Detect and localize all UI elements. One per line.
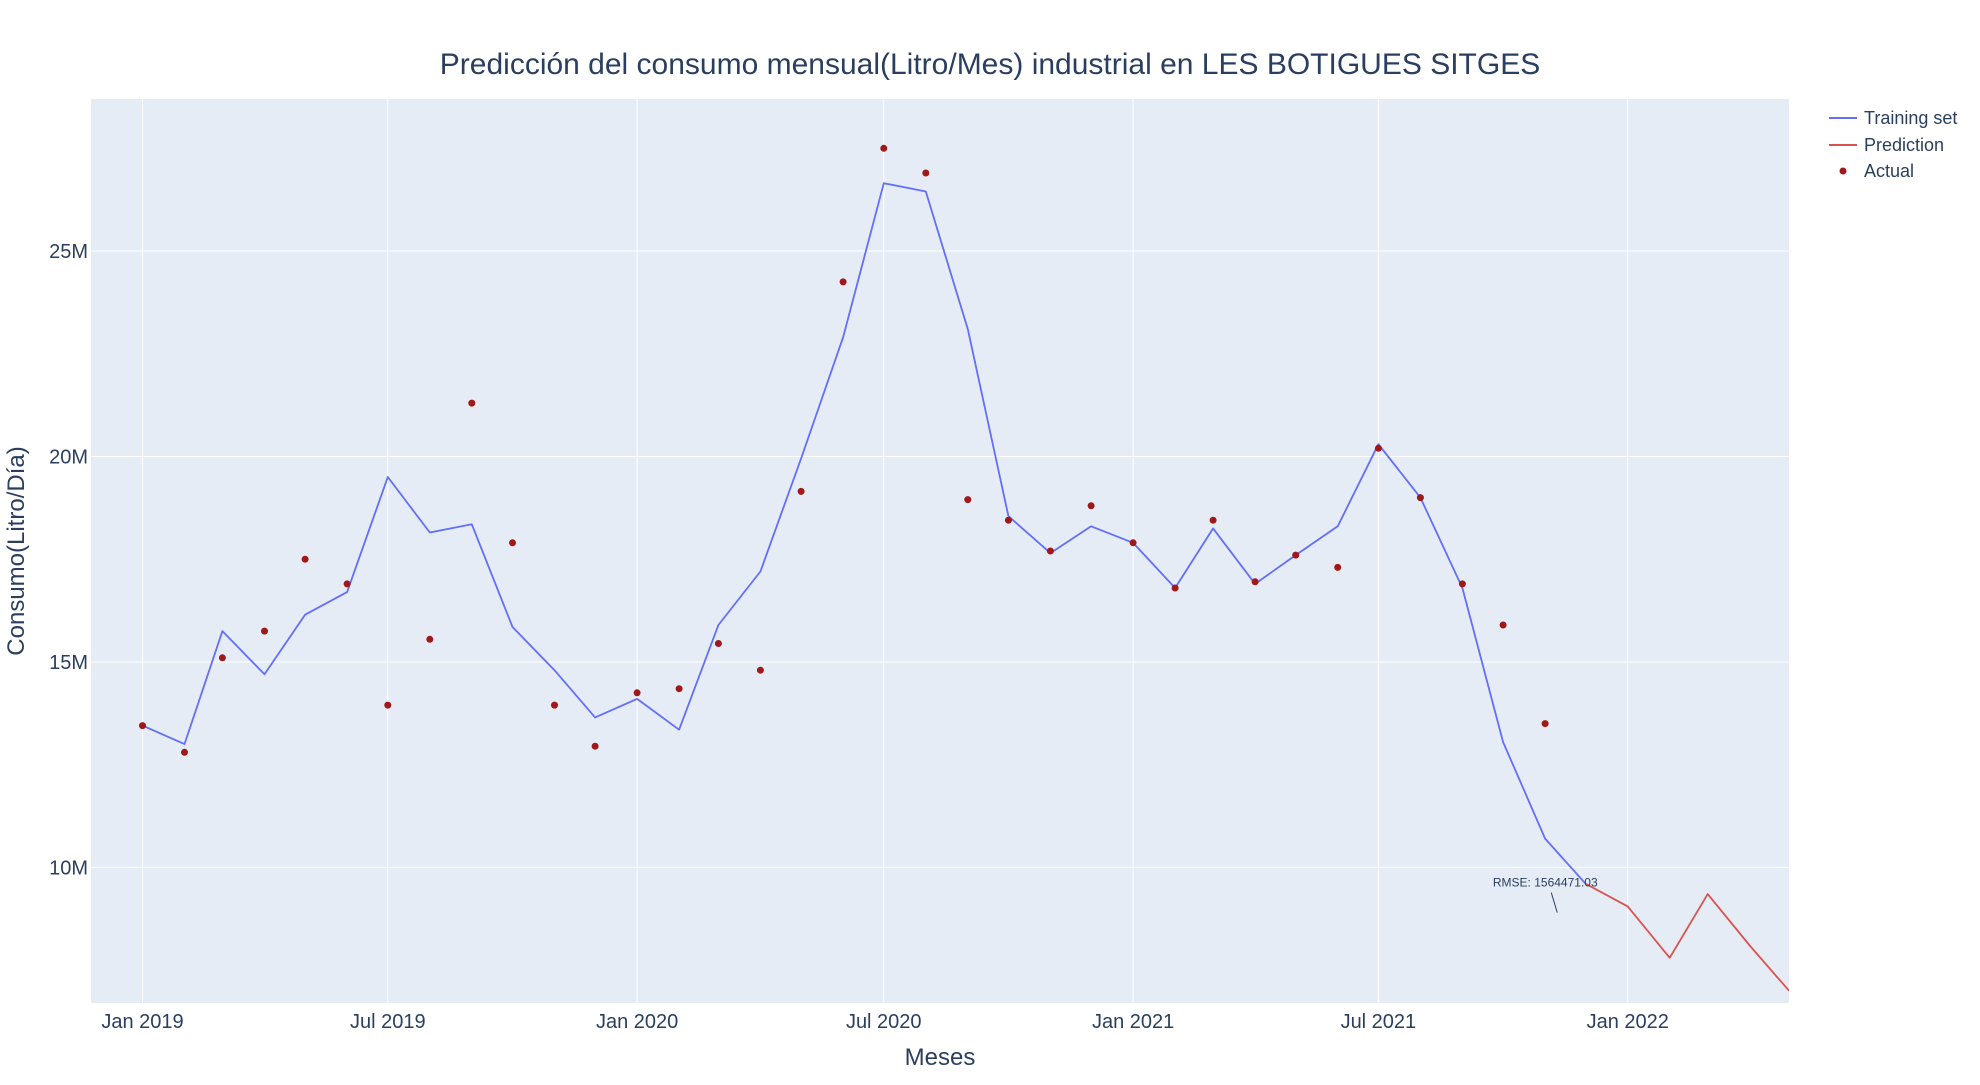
legend-item-prediction[interactable]: Prediction	[1829, 135, 1944, 155]
data-point-actual	[343, 580, 351, 588]
chart-title: Predicción del consumo mensual(Litro/Mes…	[440, 48, 1540, 81]
x-tick-label: Jan 2019	[101, 1011, 183, 1033]
data-point-actual	[675, 685, 683, 693]
data-point-actual	[1004, 516, 1012, 524]
series-line-training-set	[142, 182, 1587, 885]
data-point-actual	[139, 722, 146, 730]
series-layer	[139, 144, 1789, 992]
data-point-actual	[1046, 547, 1054, 555]
legend[interactable]: Training set Prediction Actual	[1829, 108, 1957, 181]
data-point-actual	[1416, 494, 1424, 502]
annotation-layer: RMSE: 1564471.03	[1493, 876, 1598, 913]
data-point-actual	[1251, 578, 1259, 586]
data-point-actual	[468, 399, 476, 407]
data-point-actual	[1209, 516, 1217, 524]
data-point-actual	[509, 539, 516, 547]
x-tick-label: Jul 2020	[846, 1011, 922, 1033]
legend-item-training-set[interactable]: Training set	[1829, 108, 1957, 128]
y-axis-title: Consumo(Litro/Día)	[3, 446, 30, 655]
data-point-actual	[714, 640, 722, 647]
series-line-prediction	[1585, 883, 1789, 992]
x-tick-label: Jan 2021	[1092, 1011, 1174, 1033]
data-point-actual	[797, 487, 805, 495]
plot-background	[91, 99, 1789, 1003]
data-point-actual	[1129, 539, 1137, 547]
data-point-actual	[1292, 551, 1300, 559]
legend-swatch-actual	[1839, 167, 1847, 175]
axis-layer: Jan 2019 Jul 2019 Jan 2020 Jul 2020 Jan 2021…	[49, 241, 1669, 1033]
x-tick-label: Jan 2020	[596, 1011, 678, 1033]
data-point-actual	[633, 689, 641, 697]
legend-label-actual: Actual	[1864, 161, 1914, 181]
data-point-actual	[922, 169, 930, 177]
y-tick-label: 15M	[49, 652, 88, 674]
legend-label-prediction: Prediction	[1864, 135, 1944, 155]
legend-item-actual[interactable]: Actual	[1839, 161, 1915, 181]
data-point-actual	[261, 627, 268, 635]
data-point-actual	[1171, 584, 1179, 592]
grid-layer	[91, 99, 1789, 1003]
data-point-actual	[426, 635, 434, 643]
data-point-actual	[551, 701, 558, 709]
data-point-actual	[1374, 444, 1382, 452]
data-point-actual	[1087, 502, 1095, 510]
y-tick-label: 10M	[49, 857, 88, 879]
data-point-actual	[1541, 720, 1549, 728]
x-axis-title: Meses	[905, 1044, 976, 1071]
y-tick-label: 20M	[49, 446, 88, 468]
data-point-actual	[301, 555, 309, 563]
y-tick-label: 25M	[49, 241, 88, 263]
x-tick-label: Jan 2022	[1587, 1011, 1669, 1033]
x-tick-label: Jul 2019	[350, 1011, 426, 1033]
data-point-actual	[1334, 563, 1342, 571]
data-point-actual	[964, 496, 972, 504]
data-point-actual	[1458, 580, 1466, 588]
annotation-arrow	[1550, 892, 1558, 913]
data-point-actual	[880, 144, 888, 152]
annotation-text: RMSE: 1564471.03	[1493, 876, 1598, 890]
data-point-actual	[1499, 621, 1507, 629]
data-point-actual	[181, 748, 188, 756]
data-point-actual	[384, 701, 392, 709]
data-point-actual	[756, 666, 764, 674]
data-point-actual	[218, 654, 226, 662]
data-point-actual	[591, 742, 599, 750]
data-point-actual	[839, 278, 847, 286]
legend-label-training-set: Training set	[1864, 108, 1957, 128]
x-tick-label: Jul 2021	[1341, 1011, 1417, 1033]
